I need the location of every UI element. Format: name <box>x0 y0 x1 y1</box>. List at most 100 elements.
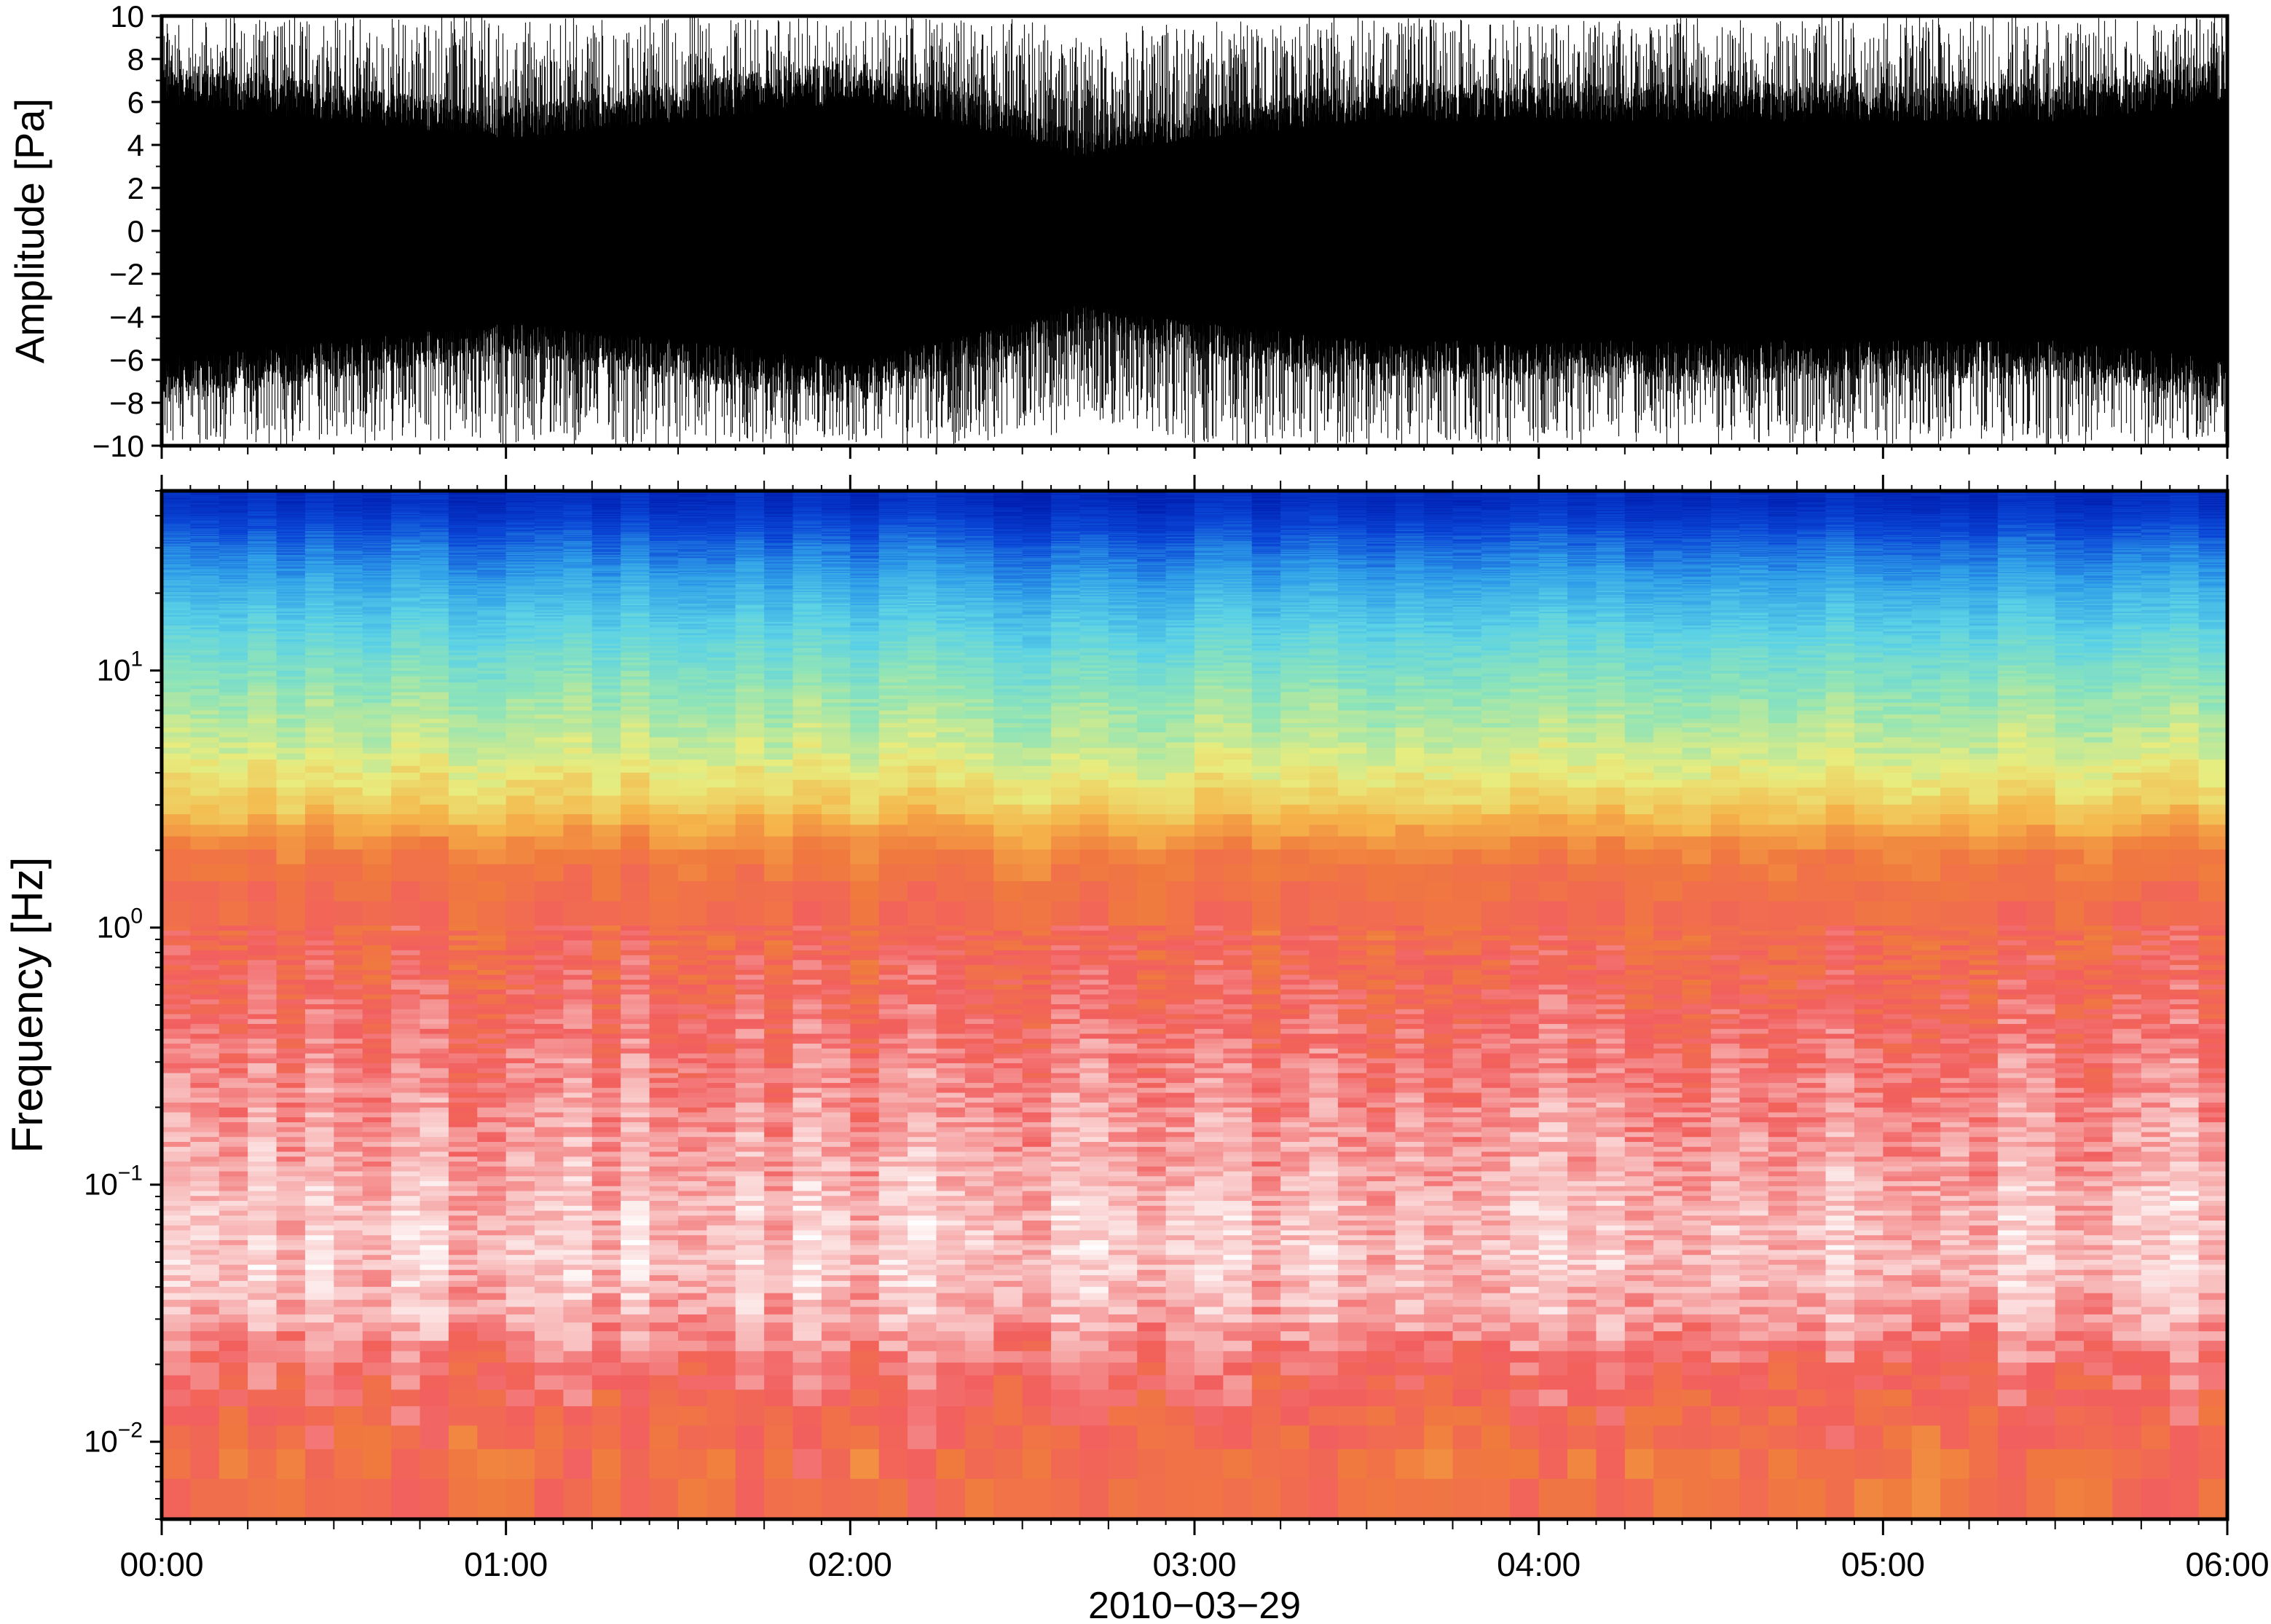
spectrogram-cell <box>563 659 593 663</box>
spectrogram-cell <box>391 676 421 679</box>
spectrogram-cell <box>591 554 621 556</box>
waveform-y-tick-label: 8 <box>127 42 144 76</box>
spectrogram-cell <box>162 625 191 628</box>
spectrogram-cell <box>362 714 392 719</box>
spectrogram-cell <box>591 524 621 526</box>
spectrogram-cell <box>621 596 650 598</box>
spectrogram-cell <box>391 548 421 551</box>
spectrogram-cell <box>391 555 421 557</box>
spectrogram-cell <box>276 835 306 850</box>
spectrogram-cells <box>162 491 2227 1519</box>
spectrogram-cell <box>190 522 220 524</box>
spectrogram-cell <box>621 494 650 495</box>
spectrogram-cell <box>391 502 421 505</box>
spectrogram-cell <box>391 964 421 970</box>
spectrogram-cell <box>362 1350 392 1363</box>
spectrogram-cell <box>591 650 621 653</box>
spectrogram-cell <box>505 688 535 693</box>
spectrogram-cell <box>276 1331 306 1341</box>
spectrogram-cell <box>248 509 278 511</box>
spectrogram-cell <box>563 1350 593 1363</box>
spectrogram-cell <box>448 969 478 975</box>
spectrogram-cell <box>190 546 220 548</box>
spectrogram-cell <box>362 516 392 518</box>
spectrogram-cell <box>219 526 248 527</box>
spectrogram-cell <box>190 706 220 711</box>
spectrogram-cell <box>276 1063 306 1068</box>
spectrogram-cell <box>391 532 421 535</box>
spectrogram-cell <box>304 535 334 537</box>
spectrogram-cell <box>505 1161 535 1167</box>
spectrogram-cell <box>591 494 621 496</box>
spectrogram-cell <box>248 511 278 513</box>
spectrogram-cell <box>477 507 507 508</box>
spectrogram-cell <box>477 570 507 572</box>
spectrogram-cell <box>276 572 306 575</box>
spectrogram-cell <box>448 998 478 1005</box>
spectrogram-cell <box>162 502 191 504</box>
spectrogram-cell <box>591 1107 621 1113</box>
spectrogram-cell <box>505 667 535 671</box>
spectrogram-cell <box>420 732 449 738</box>
spectrogram-cell <box>621 593 650 595</box>
spectrogram-cell <box>649 1293 679 1300</box>
spectrogram-cell <box>621 1448 650 1479</box>
spectrogram-cell <box>420 691 449 696</box>
spectrogram-cell <box>391 736 421 743</box>
spectrogram-cell <box>391 505 421 507</box>
spectrogram-cell <box>591 507 621 508</box>
spectrogram-cell <box>248 586 278 588</box>
spectrogram-cell <box>420 1340 449 1352</box>
spectrogram-cell <box>162 652 191 655</box>
spectrogram-cell <box>362 514 392 516</box>
spectrogram-cell <box>276 864 306 881</box>
spectrogram-cell <box>334 652 363 655</box>
spectrogram-cell <box>362 559 392 561</box>
spectrogram-cell <box>535 594 564 596</box>
spectrogram-cell <box>563 536 593 538</box>
spectrogram-cell <box>563 505 593 506</box>
spectrogram-cell <box>535 880 564 902</box>
spectrogram-cell <box>304 709 334 715</box>
spectrogram-cell <box>248 1362 278 1376</box>
spectrogram-cell <box>535 555 564 557</box>
spectrogram-cell <box>362 609 392 612</box>
spectrogram-cell <box>477 698 507 703</box>
spectrogram-cell <box>334 501 363 502</box>
spectrogram-cell <box>219 621 248 624</box>
spectrogram-cell <box>535 741 564 748</box>
spectrogram-cell <box>420 614 449 617</box>
spectrogram-cell <box>563 604 593 607</box>
spectrogram-cell <box>448 747 478 754</box>
spectrogram-cell <box>563 532 593 534</box>
spectrogram-cell <box>304 1186 334 1191</box>
spectrogram-cell <box>448 1063 478 1068</box>
spectrogram-cell <box>276 522 306 524</box>
spectrogram-cell <box>248 753 278 760</box>
spectrogram-cell <box>304 934 334 941</box>
spectrogram-cell <box>248 572 278 575</box>
spectrogram-cell <box>334 1048 363 1054</box>
spectrogram-cell <box>591 618 621 620</box>
spectrogram-cell <box>477 594 507 596</box>
spectrogram-cell <box>162 606 191 609</box>
spectrogram-cell <box>563 1478 593 1519</box>
spectrogram-cell <box>535 950 564 955</box>
spectrogram-cell <box>162 493 191 494</box>
spectrogram-cell <box>563 964 593 970</box>
spectrogram-cell <box>505 1448 535 1479</box>
spectrogram-cell <box>276 1220 306 1226</box>
spectrogram-cell <box>420 925 449 931</box>
spectrogram-cell <box>391 1340 421 1352</box>
spectrogram-cell <box>304 1072 334 1079</box>
spectrogram-cell <box>621 722 650 728</box>
spectrogram-cell <box>219 495 248 497</box>
spectrogram-cell <box>563 1013 593 1020</box>
spectrogram-cell <box>190 616 220 619</box>
spectrogram-cell <box>248 959 278 966</box>
spectrogram-cell <box>276 519 306 521</box>
spectrogram-cell <box>248 567 278 569</box>
spectrogram-cell <box>563 541 593 543</box>
spectrogram-cell <box>591 1220 621 1226</box>
spectrogram-cell <box>248 621 278 624</box>
